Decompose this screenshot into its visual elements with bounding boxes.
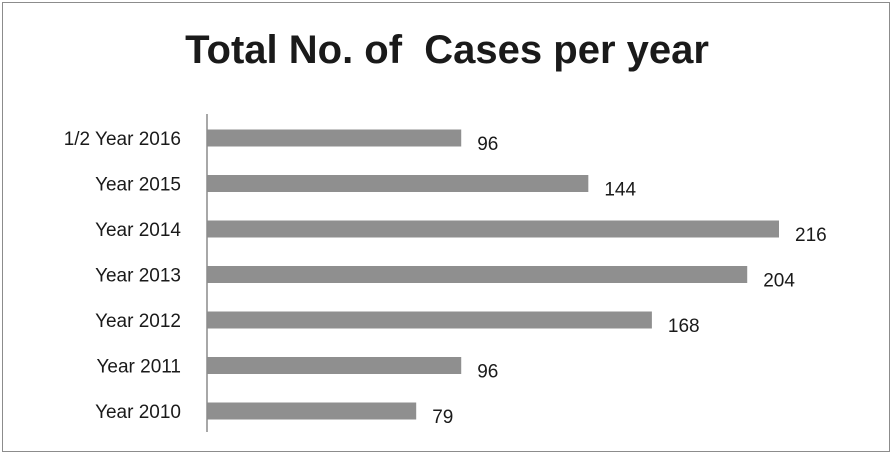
bar	[207, 129, 462, 147]
data-label: 168	[668, 316, 700, 337]
bar	[207, 402, 417, 420]
bar	[207, 266, 748, 283]
category-label: Year 2011	[96, 357, 181, 378]
chart-title: Total No. of Cases per year	[185, 28, 709, 72]
data-label: 144	[604, 180, 636, 201]
bar	[207, 220, 779, 238]
data-label: 96	[477, 362, 498, 383]
bars-layer	[207, 129, 779, 420]
bar	[207, 357, 462, 374]
data-label: 96	[477, 134, 498, 155]
data-label: 79	[432, 407, 453, 428]
category-label: Year 2012	[95, 311, 181, 332]
category-label: Year 2015	[95, 175, 181, 196]
bar	[207, 175, 589, 192]
bar	[207, 311, 652, 329]
data-label: 204	[763, 271, 795, 292]
data-label: 216	[795, 225, 827, 246]
labels-layer: 1/2 Year 2016 96 Year 2015 144 Year 2014 216 Y…	[64, 129, 827, 428]
category-label: Year 2014	[95, 220, 181, 241]
category-label: Year 2013	[95, 266, 181, 287]
category-label: 1/2 Year 2016	[64, 129, 181, 150]
category-label: Year 2010	[95, 402, 181, 423]
